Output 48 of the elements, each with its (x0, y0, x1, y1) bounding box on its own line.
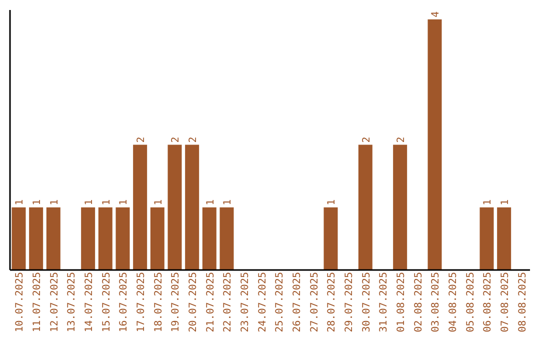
x-tick-label: 02.08.2025 (413, 272, 424, 332)
data-label: 2 (361, 136, 372, 143)
x-tick-label: 25.07.2025 (274, 272, 286, 332)
data-label: 1 (84, 199, 96, 206)
x-tick-label: 12.07.2025 (49, 272, 60, 332)
data-label: 1 (14, 199, 26, 206)
x-tick-label: 22.07.2025 (222, 272, 234, 332)
x-tick-label: 11.07.2025 (32, 272, 43, 332)
x-tick-label: 23.07.2025 (240, 272, 251, 332)
data-label: 1 (32, 199, 44, 206)
x-tick-label: 17.07.2025 (136, 272, 147, 332)
x-tick-label: 29.07.2025 (344, 272, 355, 332)
x-tick-label: 30.07.2025 (361, 272, 372, 332)
data-label: 2 (170, 136, 182, 143)
data-label: 1 (326, 199, 338, 206)
data-label: 1 (222, 199, 234, 206)
x-tick-label: 07.08.2025 (500, 272, 511, 332)
x-tick-label: 21.07.2025 (205, 272, 216, 332)
data-label: 1 (118, 199, 130, 206)
data-label: 2 (396, 136, 408, 143)
x-tick-label: 16.07.2025 (118, 272, 130, 332)
x-tick-label: 27.07.2025 (309, 272, 320, 332)
data-label: 1 (101, 199, 112, 206)
x-tick-label: 08.08.2025 (517, 272, 528, 332)
x-tick-label: 20.07.2025 (188, 272, 199, 332)
data-label: 1 (482, 199, 494, 206)
x-tick-label: 03.08.2025 (430, 272, 442, 332)
data-label: 2 (136, 136, 148, 143)
x-tick-label: 01.08.2025 (396, 272, 407, 332)
data-label: 1 (153, 199, 164, 206)
data-label: 4 (430, 11, 442, 18)
x-tick-label: 24.07.2025 (257, 272, 268, 332)
data-label: 2 (188, 136, 200, 143)
data-label: 1 (500, 199, 512, 206)
x-tick-label: 06.08.2025 (482, 272, 494, 332)
x-tick-label: 10.07.2025 (14, 272, 26, 332)
data-label: 1 (205, 199, 216, 206)
x-tick-label: 28.07.2025 (326, 272, 338, 332)
x-tick-label: 18.07.2025 (153, 272, 164, 332)
x-tick-label: 13.07.2025 (66, 272, 78, 332)
data-label: 1 (49, 199, 60, 206)
x-tick-label: 15.07.2025 (101, 272, 112, 332)
x-tick-label: 19.07.2025 (170, 272, 182, 332)
x-tick-label: 26.07.2025 (292, 272, 303, 332)
x-tick-label: 31.07.2025 (378, 272, 390, 332)
x-tick-label: 04.08.2025 (448, 272, 459, 332)
x-tick-label: 14.07.2025 (84, 272, 95, 332)
x-tick-label: 05.08.2025 (465, 272, 476, 332)
